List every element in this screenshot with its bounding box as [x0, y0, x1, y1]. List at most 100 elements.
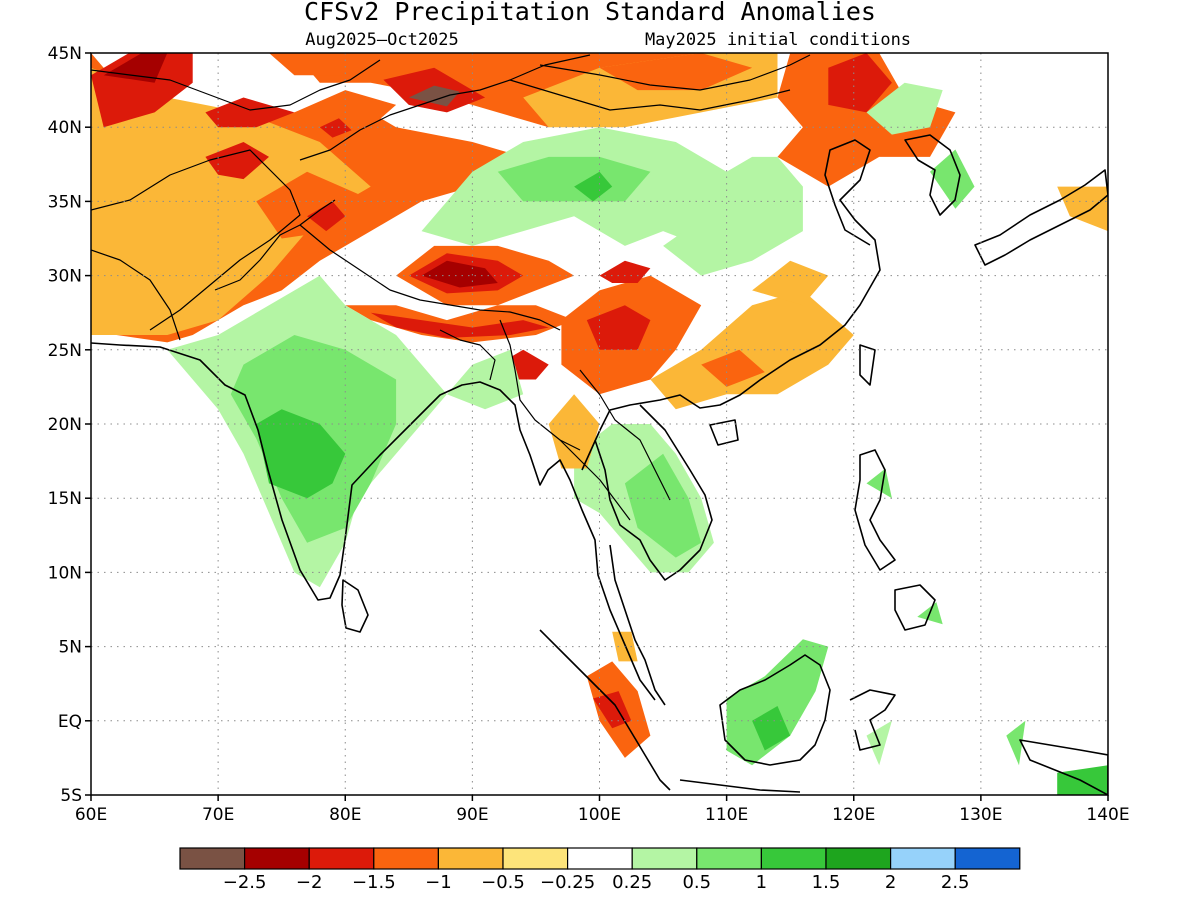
axis-ticks: 60E 70E 80E 90E 100E 110E 120E 130E 140E 45N 40N 35… — [48, 44, 1130, 825]
anomaly-region-borneo-wet — [726, 639, 829, 766]
colorbar-label: 0.5 — [682, 872, 711, 893]
y-tick-label: 30N — [48, 267, 82, 287]
colorbar-label: −2 — [296, 872, 323, 893]
coastline-sumatra — [539, 629, 671, 791]
coastline-luzon — [854, 449, 896, 571]
anomaly-region-tianshan-core — [408, 85, 460, 107]
border-pakistan-india — [214, 199, 336, 291]
anomaly-fields — [91, 53, 1108, 795]
x-tick-label: 90E — [456, 805, 488, 825]
coastline-mindanao — [894, 584, 936, 631]
coastline-newguinea — [1019, 739, 1108, 795]
coastline-srilanka — [341, 579, 369, 633]
colorbar-label: 2.5 — [941, 872, 970, 893]
coastline-asia-south — [91, 342, 656, 701]
anomaly-region-south-china-dry — [650, 290, 854, 410]
border-afghanistan — [91, 149, 301, 331]
colorbar-bin — [760, 847, 827, 870]
x-tick-label: 140E — [1086, 805, 1129, 825]
anomaly-region-sichuan-dry — [599, 260, 651, 283]
colorbar-label: −0.5 — [481, 872, 525, 893]
country-borders — [91, 54, 811, 521]
anomaly-region-sumatra-core — [593, 691, 632, 729]
x-tick-label: 60E — [75, 805, 107, 825]
colorbar-label: −1.5 — [352, 872, 396, 893]
y-tick-label: 35N — [48, 192, 82, 212]
anomaly-region-india-wet-peak — [256, 409, 346, 499]
y-tick-label: 10N — [48, 563, 82, 583]
border-china-west — [299, 54, 591, 161]
anomaly-region-west-asia-dry — [91, 67, 371, 336]
colorbar: −2.5 −2 −1.5 −1 −0.5 −0.25 0.25 0.5 1 1.5 2 2.5 — [179, 847, 1021, 893]
x-tick-label: 130E — [959, 805, 1002, 825]
colorbar-bin — [631, 847, 698, 870]
border-laos — [579, 369, 671, 501]
y-tick-label: 15N — [48, 489, 82, 509]
anomaly-region-mongolia-core — [599, 53, 753, 91]
x-tick-label: 70E — [202, 805, 234, 825]
colorbar-bin — [954, 847, 1021, 870]
colorbar-bin — [373, 847, 439, 870]
anomaly-region-north-china-wet — [663, 171, 803, 276]
coastline-taiwan — [859, 344, 876, 386]
colorbar-bin — [696, 847, 762, 870]
y-tick-label: 5S — [60, 786, 82, 806]
y-tick-label: 45N — [48, 44, 82, 64]
anomaly-region-junggar-dry — [269, 53, 371, 76]
anomaly-region-yunnan-core — [586, 305, 651, 350]
coastline-vietnam — [594, 404, 713, 581]
border-mongolia-south — [509, 79, 791, 111]
anomaly-region-borneo-wet-core — [752, 706, 791, 751]
colorbar-bin — [179, 847, 246, 870]
colorbar-bin — [566, 847, 633, 870]
coastlines — [91, 134, 1108, 795]
anomaly-region-northeast-china-core — [828, 53, 892, 113]
anomaly-region-indochina-wet-core — [624, 453, 702, 558]
y-tick-label: EQ — [58, 712, 82, 732]
border-thailand — [559, 439, 631, 521]
colorbar-bin — [244, 847, 310, 870]
anomaly-region-south-china-core — [701, 349, 765, 387]
colorbar-bin — [825, 847, 892, 870]
coastline-java — [679, 779, 801, 793]
anomaly-region-central-china-dry — [752, 260, 829, 306]
coastline-japan — [974, 169, 1108, 266]
coastline-korea — [904, 134, 961, 216]
coastline-malay — [609, 544, 666, 706]
colorbar-label: 2 — [885, 872, 896, 893]
y-tick-label: 25N — [48, 341, 82, 361]
x-tick-label: 120E — [832, 805, 875, 825]
coastline-sulawesi — [849, 689, 896, 751]
anomaly-region-tibet-wet-core — [497, 156, 651, 202]
y-tick-label: 5N — [58, 638, 82, 658]
colorbar-bin — [889, 847, 956, 870]
anomaly-region-tarim-dot — [319, 118, 352, 138]
coastline-hainan — [709, 419, 739, 446]
colorbar-label: 1.5 — [812, 872, 841, 893]
x-tick-label: 110E — [705, 805, 748, 825]
map-area: 60E 70E 80E 90E 100E 110E 120E 130E 140E 45N 40N 35… — [48, 44, 1130, 825]
anomaly-region-philippines-wet — [866, 468, 892, 499]
anomaly-region-himalaya-peak — [421, 260, 498, 288]
border-central-asia — [91, 59, 381, 111]
colorbar-label: −0.25 — [540, 872, 595, 893]
colorbar-bin — [308, 847, 375, 870]
anomaly-region-andaman-dry — [548, 394, 600, 469]
anomaly-region-kazakh-core — [103, 53, 168, 83]
anomaly-region-northeast-wet — [866, 82, 943, 135]
coastline-indochina — [581, 139, 881, 471]
border-himalaya — [299, 224, 561, 331]
y-tick-label: 20N — [48, 415, 82, 435]
anomaly-region-japan-dry — [1057, 186, 1108, 232]
anomaly-region-korea-wet — [930, 149, 975, 209]
colorbar-label: 1 — [756, 872, 767, 893]
x-tick-label: 100E — [578, 805, 621, 825]
init-label: May2025 initial conditions — [645, 30, 911, 50]
colorbar-bin — [502, 847, 569, 870]
border-mongolia — [539, 54, 811, 91]
colorbar-bin — [437, 847, 504, 870]
anomaly-region-afghan-dry — [205, 142, 269, 180]
anomaly-region-tibet-wet-dot — [574, 171, 613, 202]
border-bangladesh — [439, 329, 496, 381]
